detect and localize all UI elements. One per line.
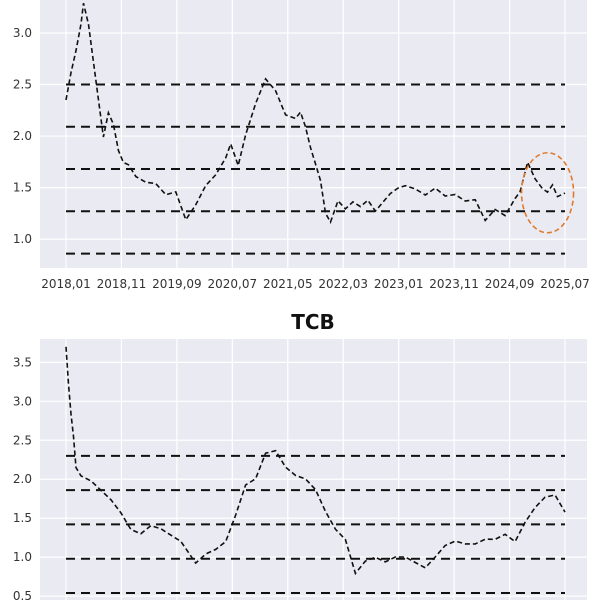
x-tick-label: 2018,01 — [41, 277, 91, 291]
x-tick-label: 2023,01 — [374, 277, 424, 291]
x-tick-label: 2019,09 — [152, 277, 202, 291]
y-tick-label: 2.0 — [13, 472, 32, 486]
y-tick-label: 2.5 — [13, 433, 32, 447]
x-tick-label: 2024,09 — [485, 277, 535, 291]
top-price-line — [65, 3, 566, 225]
y-tick-label: 3.0 — [13, 26, 32, 40]
y-tick-label: 1.0 — [13, 232, 32, 246]
x-tick-label: 2021,05 — [263, 277, 313, 291]
y-tick-label: 1.5 — [13, 511, 32, 525]
chart-title: TCB — [291, 310, 335, 334]
y-tick-label: 3.0 — [13, 394, 32, 408]
y-tick-label: 2.5 — [13, 78, 32, 92]
highlight-circle — [520, 151, 575, 234]
y-tick-label: 0.5 — [13, 589, 32, 600]
top-plot-area — [40, 0, 587, 268]
bottom-reference-lines — [66, 454, 565, 594]
x-tick-label: 2020,07 — [208, 277, 258, 291]
y-tick-label: 1.0 — [13, 550, 32, 564]
top-y-tick-labels: 1.0 1.5 2.0 2.5 3.0 — [13, 26, 32, 246]
top-reference-lines — [66, 83, 565, 255]
bottom-price-line — [65, 346, 566, 576]
x-tick-label: 2018,11 — [97, 277, 147, 291]
top-x-tick-labels: 2018,01 2018,11 2019,09 2020,07 2021,05 2022,… — [41, 277, 590, 291]
y-tick-label: 3.5 — [13, 355, 32, 369]
y-tick-label: 2.0 — [13, 129, 32, 143]
x-tick-label: 2022,03 — [318, 277, 368, 291]
y-tick-label: 1.5 — [13, 181, 32, 195]
x-tick-label: 2025,07 — [540, 277, 590, 291]
bottom-chart: TCB 0.5 1.0 1.5 2.0 2.5 3.0 3.5 — [13, 310, 587, 600]
top-chart: 1.0 1.5 2.0 2.5 3.0 2018,01 2018,11 2019,09 202… — [13, 0, 590, 291]
bottom-y-tick-labels: 0.5 1.0 1.5 2.0 2.5 3.0 3.5 — [13, 355, 32, 600]
bottom-plot-area — [40, 339, 587, 600]
x-tick-label: 2023,11 — [429, 277, 479, 291]
